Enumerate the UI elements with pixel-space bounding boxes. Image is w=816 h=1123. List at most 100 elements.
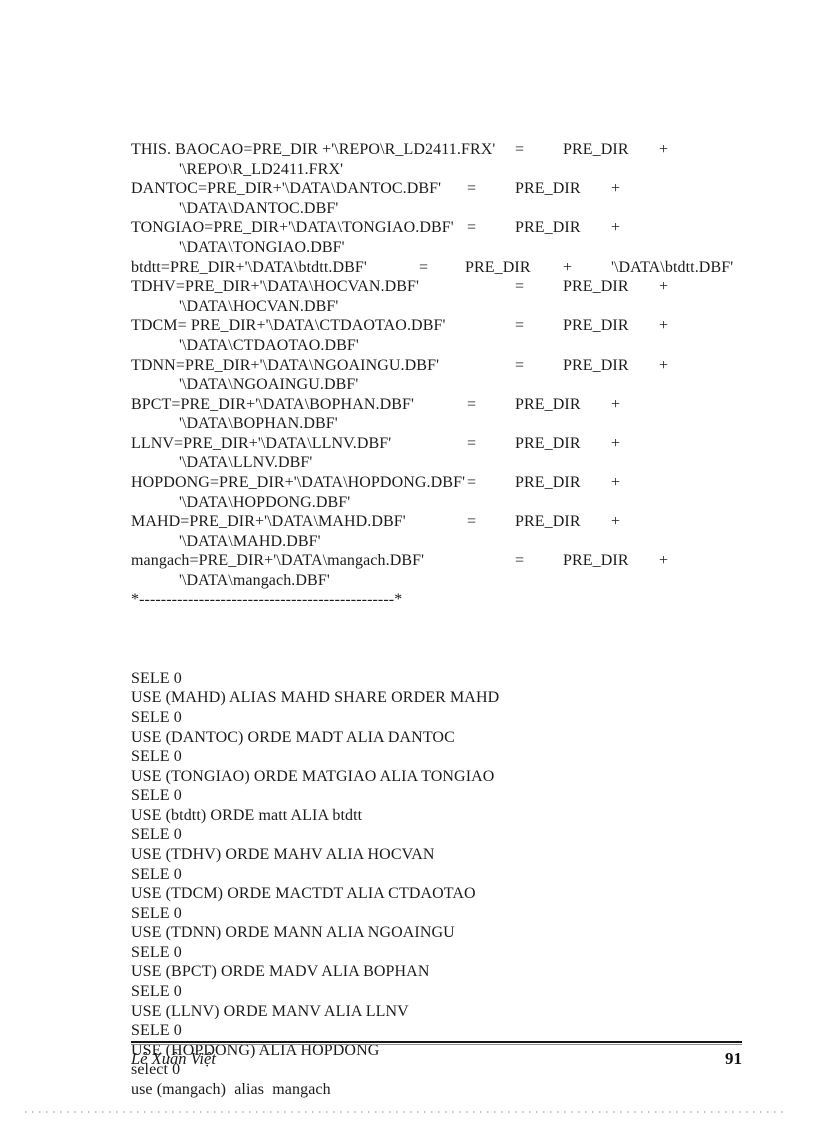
code-segment: PRE_DIR <box>563 552 629 570</box>
code-line: '\DATA\BOPHAN.DBF' <box>131 414 793 434</box>
command-block: SELE 0 USE (MAHD) ALIAS MAHD SHARE ORDER … <box>131 669 793 1100</box>
code-segment: '\DATA\TONGIAO.DBF' <box>179 239 345 257</box>
bottom-dotted-line <box>25 1111 783 1113</box>
code-line: SELE 0 <box>131 865 182 883</box>
code-line: DANTOC=PRE_DIR+'\DATA\DANTOC.DBF' = PRE_DI… <box>131 179 793 199</box>
code-line: SELE 0 <box>131 708 182 726</box>
code-line: USE (LLNV) ORDE MANV ALIA LLNV <box>131 1002 409 1020</box>
code-segment: = <box>515 552 525 570</box>
code-line: USE (MAHD) ALIAS MAHD SHARE ORDER MAHD <box>131 689 500 707</box>
code-line: mangach=PRE_DIR+'\DATA\mangach.DBF' = PRE_… <box>131 551 793 571</box>
code-segment: '\DATA\BOPHAN.DBF' <box>179 415 338 433</box>
code-line: '\DATA\HOCVAN.DBF' <box>131 297 793 317</box>
code-line: HOPDONG=PRE_DIR+'\DATA\HOPDONG.DBF' = PRE_… <box>131 473 793 493</box>
code-line: SELE 0 <box>131 787 182 805</box>
code-segment: = <box>467 473 477 491</box>
code-line: USE (btdtt) ORDE matt ALIA btdtt <box>131 806 363 824</box>
code-segment: LLNV=PRE_DIR+'\DATA\LLNV.DBF' <box>131 434 392 452</box>
code-segment: PRE_DIR <box>563 356 629 374</box>
code-line: TDCM= PRE_DIR+'\DATA\CTDAOTAO.DBF' = PRE_D… <box>131 316 793 336</box>
code-line: '\DATA\DANTOC.DBF' <box>131 199 793 219</box>
code-line: LLNV=PRE_DIR+'\DATA\LLNV.DBF' = PRE_DIR + <box>131 434 793 454</box>
code-segment: '\DATA\HOCVAN.DBF' <box>179 297 339 315</box>
code-segment: '\DATA\HOPDONG.DBF' <box>179 493 351 511</box>
code-line: MAHD=PRE_DIR+'\DATA\MAHD.DBF' = PRE_DIR + <box>131 512 793 532</box>
code-segment: = <box>467 434 477 452</box>
code-segment: PRE_DIR <box>515 180 581 198</box>
code-line: USE (TDNN) ORDE MANN ALIA NGOAINGU <box>131 924 455 942</box>
code-segment: + <box>563 258 573 276</box>
code-segment: = <box>467 219 477 237</box>
code-segment: '\DATA\MAHD.DBF' <box>179 532 321 550</box>
code-line: *---------------------------------------… <box>131 590 793 610</box>
code-segment: TDCM= PRE_DIR+'\DATA\CTDAOTAO.DBF' <box>131 317 446 335</box>
code-segment: + <box>659 141 669 159</box>
code-segment: PRE_DIR <box>515 219 581 237</box>
code-segment: mangach=PRE_DIR+'\DATA\mangach.DBF' <box>131 552 425 570</box>
code-segment: btdtt=PRE_DIR+'\DATA\btdtt.DBF' <box>131 258 367 276</box>
code-segment: + <box>611 180 621 198</box>
code-segment: '\DATA\CTDAOTAO.DBF' <box>179 336 359 354</box>
code-segment: = <box>515 317 525 335</box>
code-segment: PRE_DIR <box>515 434 581 452</box>
code-segment: PRE_DIR <box>515 513 581 531</box>
footer-author: Lê Xuân Việt <box>131 1049 216 1068</box>
code-line: USE (TDCM) ORDE MACTDT ALIA CTDAOTAO <box>131 885 476 903</box>
code-line: TONGIAO=PRE_DIR+'\DATA\TONGIAO.DBF' = PRE_… <box>131 218 793 238</box>
code-segment: PRE_DIR <box>465 258 531 276</box>
code-line: SELE 0 <box>131 748 182 766</box>
code-line: '\DATA\TONGIAO.DBF' <box>131 238 793 258</box>
code-segment: DANTOC=PRE_DIR+'\DATA\DANTOC.DBF' <box>131 180 442 198</box>
code-segment: PRE_DIR <box>563 278 629 296</box>
code-line: BPCT=PRE_DIR+'\DATA\BOPHAN.DBF' = PRE_DIR + <box>131 395 793 415</box>
footer-rule <box>131 1041 742 1045</box>
page-number: 91 <box>725 1049 742 1068</box>
code-segment: PRE_DIR <box>563 141 629 159</box>
code-segment: PRE_DIR <box>563 317 629 335</box>
code-segment: '\DATA\mangach.DBF' <box>179 571 330 589</box>
code-segment: TONGIAO=PRE_DIR+'\DATA\TONGIAO.DBF' <box>131 219 454 237</box>
code-segment: + <box>611 434 621 452</box>
code-line: USE (DANTOC) ORDE MADT ALIA DANTOC <box>131 728 455 746</box>
code-segment: '\DATA\NGOAINGU.DBF' <box>179 376 359 394</box>
code-line: USE (HOPDONG) ALIA HOPDONG <box>131 1041 380 1059</box>
code-segment: + <box>611 513 621 531</box>
code-line: SELE 0 <box>131 669 182 687</box>
code-segment: *---------------------------------------… <box>131 591 403 609</box>
code-line: '\DATA\CTDAOTAO.DBF' <box>131 336 793 356</box>
code-segment: = <box>467 395 477 413</box>
code-segment: + <box>659 278 669 296</box>
code-segment: '\DATA\LLNV.DBF' <box>179 454 313 472</box>
code-segment: + <box>659 317 669 335</box>
code-line: '\DATA\LLNV.DBF' <box>131 453 793 473</box>
code-segment: + <box>611 395 621 413</box>
code-segment: + <box>611 473 621 491</box>
code-listing: THIS. BAOCAO=PRE_DIR +'\REPO\R_LD2411.FR… <box>131 101 793 1123</box>
code-line: '\DATA\MAHD.DBF' <box>131 532 793 552</box>
code-line: SELE 0 <box>131 904 182 922</box>
code-line: SELE 0 <box>131 826 182 844</box>
code-line: btdtt=PRE_DIR+'\DATA\btdtt.DBF' = PRE_DIR +… <box>131 258 793 278</box>
code-line: SELE 0 <box>131 983 182 1001</box>
code-segment: + <box>659 552 669 570</box>
code-segment: THIS. BAOCAO=PRE_DIR +'\REPO\R_LD2411.FR… <box>131 141 496 159</box>
code-segment: TDHV=PRE_DIR+'\DATA\HOCVAN.DBF' <box>131 278 420 296</box>
code-line: USE (BPCT) ORDE MADV ALIA BOPHAN <box>131 963 430 981</box>
assignment-block: THIS. BAOCAO=PRE_DIR +'\REPO\R_LD2411.FR… <box>131 140 793 610</box>
code-line: USE (TONGIAO) ORDE MATGIAO ALIA TONGIAO <box>131 767 495 785</box>
code-line: '\DATA\NGOAINGU.DBF' <box>131 375 793 395</box>
code-segment: '\DATA\DANTOC.DBF' <box>179 199 339 217</box>
code-line: THIS. BAOCAO=PRE_DIR +'\REPO\R_LD2411.FR… <box>131 140 793 160</box>
code-segment: MAHD=PRE_DIR+'\DATA\MAHD.DBF' <box>131 513 406 531</box>
code-segment: '\REPO\R_LD2411.FRX' <box>179 160 344 178</box>
code-segment: = <box>467 180 477 198</box>
code-line: '\DATA\mangach.DBF' <box>131 571 793 591</box>
code-line: use (mangach) alias mangach <box>131 1080 331 1098</box>
code-segment: = <box>467 513 477 531</box>
code-segment: '\DATA\btdtt.DBF' <box>611 258 734 276</box>
code-line: SELE 0 <box>131 943 182 961</box>
code-segment: TDNN=PRE_DIR+'\DATA\NGOAINGU.DBF' <box>131 356 440 374</box>
code-segment: PRE_DIR <box>515 395 581 413</box>
code-segment: HOPDONG=PRE_DIR+'\DATA\HOPDONG.DBF' <box>131 473 466 491</box>
